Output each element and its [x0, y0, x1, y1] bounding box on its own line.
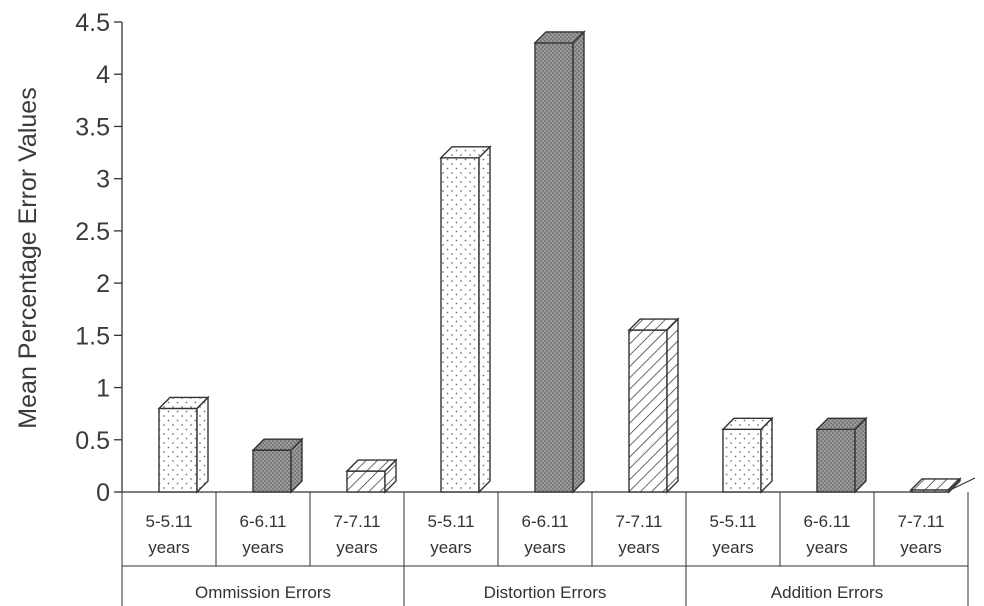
y-tick-label: 4.5	[75, 9, 110, 37]
y-ticks: 0 0.5 1 1.5 2 2.5 3 3.5 4 4.5	[75, 9, 122, 507]
y-tick-label: 0.5	[75, 427, 110, 455]
x-tick-label: years	[430, 538, 472, 557]
y-tick-label: 1	[96, 375, 110, 403]
x-tick-label: 6-6.11	[804, 512, 851, 531]
y-tick-label: 1.5	[75, 322, 110, 350]
y-tick-label: 3	[96, 166, 110, 194]
x-tick-label: 6-6.11	[522, 512, 569, 531]
x-tick-label: years	[242, 538, 284, 557]
group-label: Ommission Errors	[195, 583, 331, 602]
x-tick-label: 5-5.11	[146, 512, 193, 531]
bar-front	[158, 407, 198, 493]
x-labels: 5-5.11 years 6-6.11 years 7-7.11 years Ommissi…	[121, 492, 969, 606]
x-tick-label: years	[618, 538, 660, 557]
bars	[157, 30, 962, 494]
bar-front	[816, 428, 856, 493]
bar	[533, 30, 586, 494]
bar	[721, 416, 774, 494]
bar	[439, 145, 492, 494]
y-tick-label: 2	[96, 270, 110, 298]
group-label: Addition Errors	[771, 583, 883, 602]
x-tick-label: 6-6.11	[240, 512, 287, 531]
group-label: Distortion Errors	[484, 583, 607, 602]
bar-side	[666, 317, 679, 494]
bar-side	[384, 458, 397, 494]
x-tick-label: 7-7.11	[616, 512, 663, 531]
bar-front	[252, 449, 292, 493]
y-tick-label: 3.5	[75, 113, 110, 141]
x-tick-label: 5-5.11	[428, 512, 475, 531]
bar-front	[628, 329, 668, 493]
y-axis-label: Mean Percentage Error Values	[14, 87, 42, 428]
bar	[627, 317, 680, 494]
x-tick-label: years	[900, 538, 942, 557]
bar-front	[346, 470, 386, 493]
x-tick-label: years	[336, 538, 378, 557]
bar-front	[722, 428, 762, 493]
bar-side	[478, 145, 491, 494]
bar	[251, 437, 304, 494]
bar	[157, 395, 210, 494]
x-tick-label: years	[712, 538, 754, 557]
bar-side	[196, 395, 209, 494]
x-tick-label: years	[806, 538, 848, 557]
bar-side	[948, 477, 961, 494]
bar-front	[440, 157, 480, 493]
bar	[909, 477, 962, 494]
x-tick-label: 7-7.11	[334, 512, 381, 531]
bar-front	[534, 42, 574, 493]
x-tick-label: 7-7.11	[898, 512, 945, 531]
bar-side	[760, 416, 773, 494]
bar	[815, 416, 868, 494]
x-tick-label: 5-5.11	[710, 512, 757, 531]
y-tick-label: 4	[96, 61, 110, 89]
x-tick-label: years	[148, 538, 190, 557]
y-tick-label: 2.5	[75, 218, 110, 246]
bar-side	[854, 416, 867, 494]
bar-side	[572, 30, 585, 494]
bar-side	[290, 437, 303, 494]
bar	[345, 458, 398, 494]
y-tick-label: 0	[96, 479, 110, 507]
x-tick-label: years	[524, 538, 566, 557]
